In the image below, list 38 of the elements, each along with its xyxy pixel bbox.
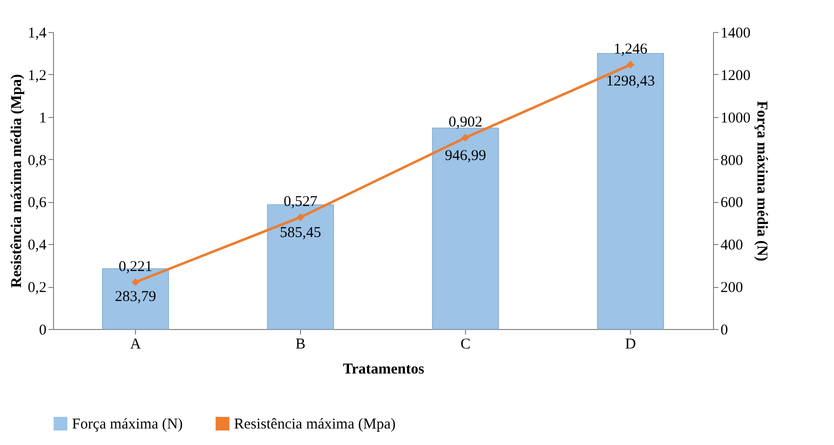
data-label: 1,246 <box>614 42 648 58</box>
x-tick-label: C <box>460 336 471 352</box>
x-tick-label: A <box>130 336 142 352</box>
data-label: 0,902 <box>448 114 482 131</box>
point <box>132 278 140 286</box>
data-label: 946,99 <box>444 148 486 164</box>
legend-label: Força máxima (N) <box>72 416 183 433</box>
y-tick-label: 0 <box>39 322 46 338</box>
y2-tick-label: 1000 <box>720 110 750 126</box>
y2-tick-label: 1400 <box>720 26 750 42</box>
y-tick-label: 0,2 <box>28 280 46 296</box>
y2-axis-title: Força máxima média (N) <box>754 100 770 262</box>
legend-label: Resistência máxima (Mpa) <box>234 416 396 433</box>
y2-tick-label: 800 <box>720 152 743 169</box>
x-tick-label: B <box>295 336 306 352</box>
y-tick-label: 0,8 <box>28 152 46 169</box>
x-tick-label: D <box>625 336 636 352</box>
point <box>462 134 470 142</box>
y-tick-label: 1,4 <box>28 26 47 42</box>
y2-tick-label: 400 <box>720 238 743 254</box>
data-label: 585,45 <box>280 224 322 241</box>
point <box>626 60 634 69</box>
y2-tick-label: 0 <box>720 322 728 338</box>
bar <box>432 128 499 330</box>
y-tick-label: 1 <box>39 110 46 126</box>
x-axis-title: Tratamentos <box>342 362 424 378</box>
y2-tick-label: 600 <box>720 195 743 212</box>
y-tick-label: 0,6 <box>28 195 47 212</box>
data-label: 0,221 <box>118 259 152 276</box>
data-label: 1298,43 <box>606 74 655 90</box>
y2-tick-label: 1200 <box>720 68 750 84</box>
y2-tick-label: 200 <box>720 280 743 296</box>
y-tick-label: 1,2 <box>28 68 46 84</box>
y-axis-title: Resistência máxima média (Mpa) <box>8 74 25 288</box>
data-label: 0,527 <box>284 194 318 210</box>
y-tick-label: 0,4 <box>28 238 47 254</box>
data-label: 283,79 <box>114 288 156 305</box>
point <box>296 213 304 222</box>
